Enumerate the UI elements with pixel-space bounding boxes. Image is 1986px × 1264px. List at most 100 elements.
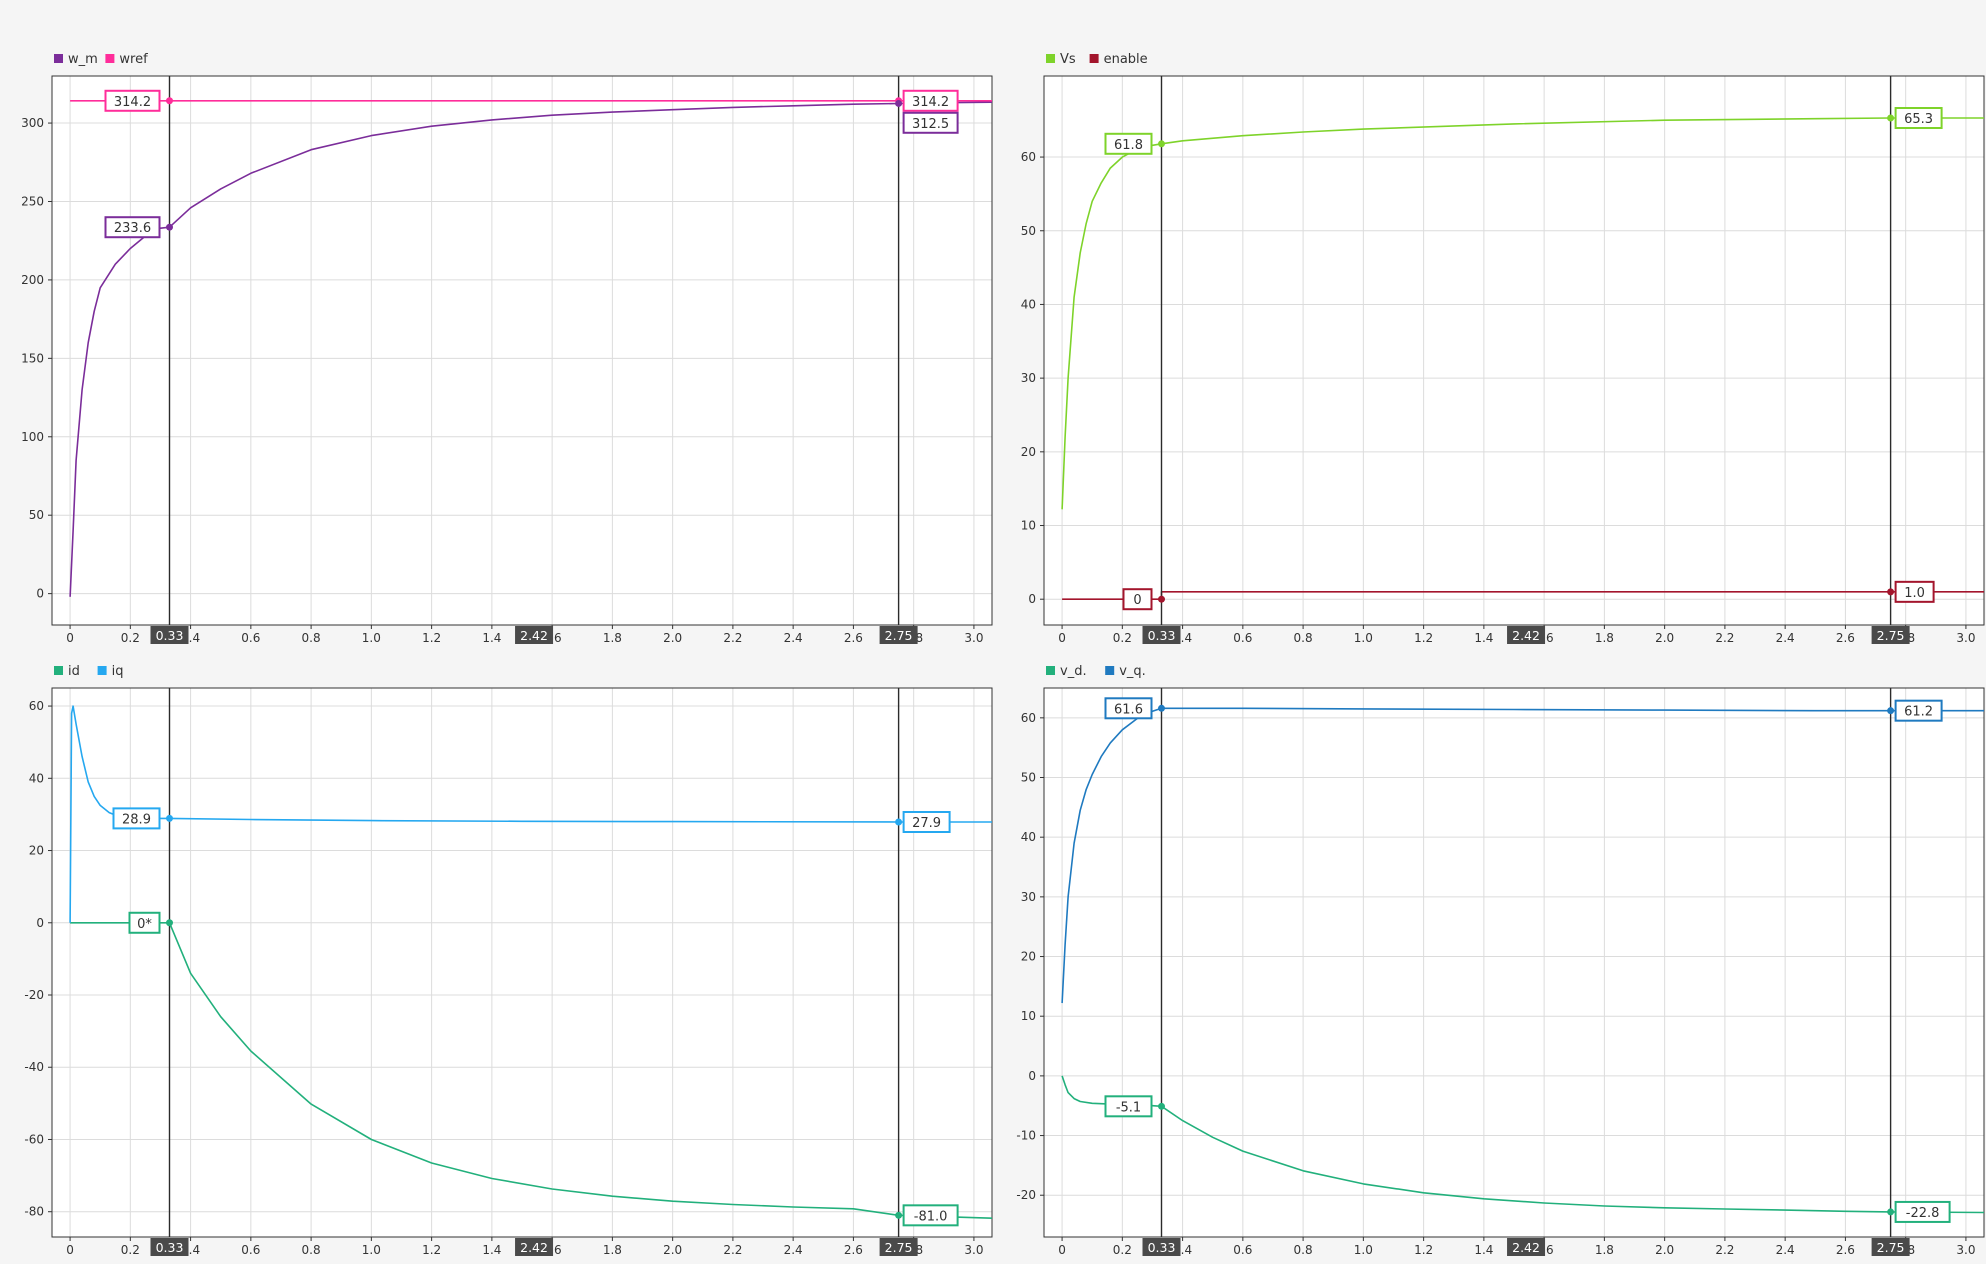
chart-panel-1: 00.20.40.60.81.01.21.41.61.82.02.22.42.6… — [21, 52, 993, 645]
cursor-value-box — [1894, 580, 1935, 603]
x-tick-label: 0.2 — [1113, 631, 1132, 645]
cursor-time-badge[interactable] — [879, 1238, 918, 1256]
series-line-vq — [1061, 707, 1984, 1004]
y-tick-label: -20 — [24, 988, 44, 1002]
legend-swatch — [1089, 54, 1099, 63]
x-tick-label: 1.8 — [1595, 631, 1614, 645]
y-tick-label: 0 — [1028, 1069, 1036, 1083]
x-tick-label: 2.4 — [1776, 1243, 1795, 1257]
x-tick-label: 3.0 — [1956, 1243, 1975, 1257]
cursor-value-marker — [895, 818, 903, 826]
x-tick-label: 3.0 — [964, 1243, 983, 1257]
y-tick-label: 200 — [21, 273, 44, 287]
x-tick-label: 3.0 — [964, 631, 983, 645]
cursor-delta-badge — [1507, 1238, 1546, 1256]
x-tick-label: 2.0 — [1655, 631, 1674, 645]
series-line-wm — [69, 101, 993, 597]
y-tick-label: 20 — [29, 844, 44, 858]
x-tick-label: 0 — [1058, 631, 1066, 645]
cursor-value-label: -5.1 — [1116, 1100, 1141, 1115]
y-tick-label: 30 — [1021, 890, 1036, 904]
legend-swatch — [1105, 666, 1115, 675]
plot-frame — [51, 75, 993, 626]
legend-swatch — [1046, 54, 1055, 63]
plot-frame — [1043, 687, 1985, 1238]
y-tick-label: -40 — [24, 1060, 44, 1074]
cursor-delta-label: 2.42 — [520, 628, 548, 643]
y-tick-label: -60 — [24, 1132, 44, 1146]
cursor-time-badge[interactable] — [1142, 626, 1181, 644]
plot-frame — [1043, 75, 1985, 626]
x-tick-label: 1.4 — [1474, 631, 1493, 645]
x-tick-label: 2.0 — [663, 1243, 682, 1257]
cursor-value-marker — [1158, 1102, 1165, 1110]
cursor-time-badge[interactable] — [879, 626, 918, 644]
cursor-value-marker — [166, 97, 173, 105]
cursor-value-box — [1104, 697, 1153, 720]
cursor-delta-label: 2.42 — [1512, 1240, 1540, 1255]
x-tick-label: 2.2 — [723, 1243, 742, 1257]
cursor-delta-label: 2.42 — [1512, 628, 1540, 643]
cursor-value-box — [1894, 1200, 1951, 1223]
x-tick-label: 0.6 — [1233, 631, 1252, 645]
cursor-time-badge[interactable] — [1871, 626, 1910, 644]
y-tick-label: 300 — [21, 116, 44, 130]
cursor-time-label: 0.33 — [1148, 628, 1176, 643]
x-tick-label: 1.4 — [1474, 1243, 1493, 1257]
x-tick-label: 0.2 — [1113, 1243, 1132, 1257]
legend-swatch — [54, 54, 63, 63]
x-tick-label: 2.2 — [1715, 1243, 1734, 1257]
cursor-time-badge[interactable] — [150, 1238, 189, 1256]
series-line-vd — [1061, 1075, 1985, 1214]
cursor-value-label: 314.2 — [114, 95, 151, 110]
legend-label: v_d. — [1060, 664, 1087, 679]
cursor-value-box — [1894, 699, 1943, 722]
cursor-value-box — [104, 89, 161, 112]
x-tick-label: 1.0 — [362, 1243, 381, 1257]
y-tick-label: 50 — [29, 508, 44, 522]
x-tick-label: 2.6 — [1836, 1243, 1855, 1257]
cursor-delta-badge — [1507, 626, 1546, 644]
x-tick-label: 1.8 — [1595, 1243, 1614, 1257]
cursor-value-marker — [166, 223, 173, 231]
x-tick-label: 1.8 — [603, 631, 622, 645]
cursor-value-label: 65.3 — [1904, 112, 1933, 127]
y-tick-label: 0 — [36, 587, 44, 601]
x-tick-label: 0.8 — [302, 1243, 321, 1257]
legend-swatch — [1046, 666, 1055, 675]
cursor-value-label: 0 — [1133, 593, 1141, 608]
x-tick-label: 2.2 — [723, 631, 742, 645]
y-tick-label: 60 — [29, 699, 44, 713]
cursor-value-box — [902, 1204, 959, 1227]
x-tick-label: 2.2 — [1715, 631, 1734, 645]
cursor-value-box — [1122, 588, 1153, 611]
x-tick-label: 1.2 — [422, 1243, 441, 1257]
plot-area — [52, 76, 992, 625]
y-tick-label: -10 — [1016, 1129, 1036, 1143]
cursor-value-marker — [1158, 704, 1165, 712]
cursor-time-badge[interactable] — [150, 626, 189, 644]
cursor-time-label: 0.33 — [1148, 1240, 1176, 1255]
y-tick-label: 250 — [21, 194, 44, 208]
cursor-value-marker — [166, 919, 173, 927]
x-tick-label: 0 — [66, 1243, 74, 1257]
cursor-time-badge[interactable] — [1871, 1238, 1910, 1256]
plot-frame — [51, 687, 993, 1238]
y-tick-label: 60 — [1021, 711, 1036, 725]
y-tick-label: 60 — [1021, 150, 1036, 164]
cursor-time-label: 2.75 — [885, 1240, 913, 1255]
plot-area — [1044, 688, 1984, 1237]
cursor-value-box — [902, 89, 959, 112]
cursor-value-box — [902, 111, 959, 134]
cursor-time-badge[interactable] — [1142, 1238, 1181, 1256]
x-tick-label: 1.2 — [422, 631, 441, 645]
cursor-value-marker — [895, 99, 903, 107]
y-tick-label: 40 — [29, 771, 44, 785]
cursor-value-label: 0* — [137, 917, 152, 932]
plot-area — [52, 688, 992, 1237]
x-tick-label: 2.6 — [1836, 631, 1855, 645]
cursor-value-marker — [1887, 588, 1895, 596]
y-tick-label: -80 — [24, 1205, 44, 1219]
